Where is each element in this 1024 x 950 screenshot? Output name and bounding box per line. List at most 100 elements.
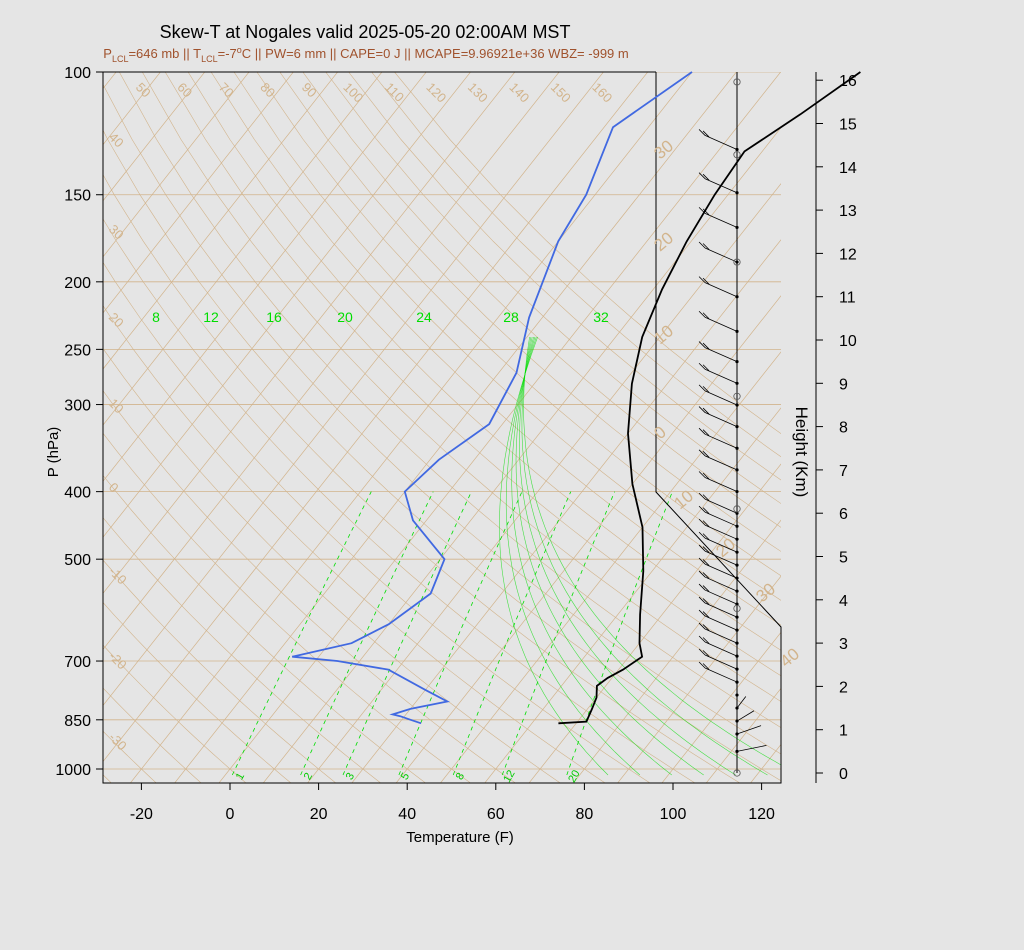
isotherm-line [1016, 56, 1024, 783]
wind-barb-dot [735, 360, 739, 364]
dry-adiabat [256, 72, 781, 577]
wind-barb [704, 576, 738, 592]
isotherm-line [103, 72, 294, 314]
isotherm-line [750, 743, 781, 783]
wind-barb-flag [702, 312, 710, 320]
wind-barb-dot [735, 446, 739, 450]
isotherm-line [307, 183, 781, 783]
y-tick-label: 500 [64, 552, 91, 569]
height-tick-label: 2 [839, 679, 848, 696]
isotherm-line [103, 72, 516, 594]
dry-adiabat [103, 305, 606, 783]
wind-barb [704, 641, 738, 657]
y-tick-label: 100 [64, 65, 91, 82]
wind-barb-dot [735, 680, 739, 684]
wind-barb-flag [702, 637, 710, 644]
wind-barb [704, 212, 738, 228]
wind-barb [704, 390, 738, 406]
mixing-ratio-label-top: 20 [337, 309, 353, 325]
y-axis-label: P (hPa) [45, 427, 62, 478]
isotherm-line [705, 687, 781, 783]
wind-barb-dot [735, 191, 739, 195]
wind-barb-dot [735, 489, 739, 494]
wind-barb-dot [735, 563, 739, 567]
wind-barb-flag [702, 663, 710, 670]
x-tick-label: 40 [398, 806, 416, 823]
wind-barb-dot [735, 511, 739, 515]
isotherm-label-left: 20 [106, 310, 127, 331]
plot-grid [103, 56, 1024, 783]
wind-barb-flag [698, 492, 706, 500]
wind-barb [736, 745, 767, 752]
y-tick-label: 700 [64, 654, 91, 671]
wind-barb-flag [698, 241, 706, 249]
wind-barb [704, 563, 738, 579]
wind-barb-ring [733, 769, 741, 777]
wind-barb-ring [733, 505, 741, 513]
height-tick-label: 4 [839, 593, 848, 610]
mixing-ratio-label-bottom: 3 [344, 771, 357, 782]
plot-frame [102, 71, 782, 784]
dry-adiabat [103, 730, 157, 783]
wind-barb-flag [698, 609, 706, 617]
dry-adiabat [325, 72, 781, 504]
wind-barb-dot [735, 225, 739, 230]
wind-barb-dot [735, 329, 739, 333]
isotherm-line [129, 72, 693, 783]
series-temperature-line [558, 71, 861, 725]
wind-barb-dot [735, 589, 739, 593]
dry-adiabat [210, 72, 781, 626]
moist-adiabat [511, 336, 672, 776]
wind-barb [704, 412, 738, 427]
isotherm-line [794, 56, 1024, 783]
wind-barb-ring [733, 151, 741, 159]
isotherm-label-top: 80 [257, 80, 278, 101]
moist-adiabat [521, 336, 768, 776]
mixing-ratio-line [398, 491, 523, 776]
dry-adiabat [103, 517, 382, 783]
height-tick-label: 15 [839, 117, 857, 134]
subtitle-t-lcl-sub: LCL [201, 54, 218, 64]
dry-adiabat [371, 72, 781, 458]
wind-barb-dot [735, 615, 739, 619]
wind-barb [704, 511, 738, 527]
subtitle-rest: C || PW=6 mm || CAPE=0 J || MCAPE=9.9692… [242, 46, 629, 61]
wind-barb [704, 667, 738, 683]
x-tick-label: 60 [487, 806, 505, 823]
wind-barb-dot [735, 260, 739, 264]
wind-barb-dot [735, 468, 739, 472]
wind-barb [704, 178, 738, 194]
isotherm-line [528, 463, 781, 783]
wind-barb-flag [702, 598, 710, 605]
dry-adiabat [164, 72, 781, 677]
dry-adiabat [103, 474, 427, 783]
wind-barb-dot [735, 537, 739, 541]
isotherm-label-top: 70 [216, 80, 237, 101]
x-tick-label: 0 [226, 806, 235, 823]
x-axis-label: Temperature (F) [406, 829, 514, 846]
mixing-ratio-label-bottom: 5 [399, 771, 412, 782]
x-tick-label: 20 [310, 806, 328, 823]
isotherm-label-top: 120 [423, 80, 449, 106]
dry-adiabat [103, 390, 516, 783]
moist-adiabat [515, 336, 704, 776]
dry-adiabat [103, 687, 202, 783]
wind-barb-flag [698, 207, 706, 214]
wind-barb-flag [702, 429, 710, 436]
mixing-ratio-label-bottom: 1 [234, 771, 247, 782]
wind-barb [704, 524, 738, 540]
wind-barb-flag [702, 650, 710, 657]
wind-barb-flag [702, 585, 710, 592]
series-dewpoint-line [292, 71, 693, 725]
subtitle-p-lcl-sub: LCL [112, 54, 129, 64]
wind-barb-dot [735, 403, 739, 407]
dry-adiabat [103, 602, 292, 783]
wind-barb-dot [735, 295, 739, 299]
mixing-ratio-label-bottom: 20 [566, 768, 583, 785]
plot-labels: 50 60 70 80 90 100 110 120 130 140 150 160403020100… [106, 80, 803, 785]
subtitle-degree: o [237, 45, 242, 55]
dry-adiabat [233, 72, 781, 601]
wind-barb-dot [735, 719, 739, 723]
wind-barbs [698, 72, 767, 777]
dry-adiabat [103, 559, 337, 783]
